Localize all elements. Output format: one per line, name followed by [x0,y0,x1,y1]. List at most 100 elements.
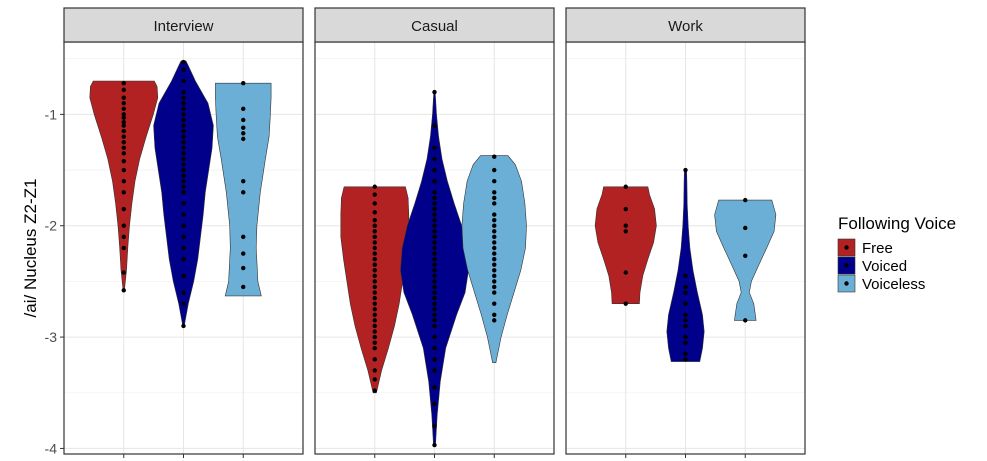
data-point [241,178,246,184]
data-point [432,223,437,228]
data-point [121,112,126,117]
data-point [241,190,246,195]
data-point [372,184,377,189]
data-point [432,156,437,162]
data-point [432,295,437,301]
data-point [372,323,377,329]
data-point [241,284,246,290]
data-point [121,87,126,93]
data-point [492,201,497,206]
data-point [241,81,246,86]
data-point [432,401,437,407]
data-point [623,206,628,212]
data-point [492,229,497,234]
data-point [372,192,377,197]
data-point [121,123,126,128]
data-point [121,134,126,139]
data-point [432,206,437,212]
data-point [241,106,246,112]
data-point [372,312,377,318]
facet-strip [314,7,555,43]
data-point [372,279,377,284]
data-point [492,217,497,223]
legend-key-point [844,245,849,250]
data-point [121,119,126,125]
data-point [372,245,377,251]
legend-label-free: Free [862,240,893,257]
data-point [432,273,437,279]
data-point [181,323,186,329]
data-point [683,351,688,356]
data-point [121,158,126,164]
data-point [432,240,437,245]
data-point [683,284,688,290]
legend-key-point [844,263,849,268]
data-point [432,279,437,284]
data-point [181,106,186,112]
data-point [623,270,628,275]
data-point [121,178,126,184]
data-point [181,123,186,128]
data-point [372,273,377,279]
data-point [492,273,497,279]
data-point [181,67,186,73]
data-point [372,307,377,312]
data-point [372,234,377,240]
data-point [241,131,246,136]
data-point [683,340,688,345]
data-point [241,234,246,240]
data-point [181,112,186,117]
data-point [623,301,628,306]
data-point [121,245,126,251]
data-point [372,368,377,373]
data-point [181,234,186,240]
data-point [241,125,246,130]
data-point [432,284,437,290]
legend-key-point [844,281,849,286]
data-point [372,295,377,301]
data-point [432,423,437,429]
data-point [372,251,377,256]
data-point [121,95,126,100]
y-tick-label: -4 [45,440,58,456]
data-point [372,357,377,362]
data-point [683,273,688,279]
data-point [241,136,246,142]
data-point [432,195,437,201]
data-point [683,312,688,318]
data-point [372,334,377,340]
data-point [432,251,437,256]
data-point [432,217,437,223]
violin-voiceless [714,199,777,321]
data-point [181,95,186,100]
data-point [432,384,437,390]
violin-free [89,80,159,291]
data-point [121,151,126,156]
data-point [683,167,688,173]
data-point [121,81,126,86]
data-point [181,184,186,189]
data-point [432,201,437,206]
data-point [121,140,126,145]
legend-label-voiceless: Voiceless [862,276,925,293]
data-point [181,167,186,173]
data-point [121,101,126,106]
data-point [372,290,377,295]
facet-strip [63,7,304,43]
data-point [181,128,186,134]
data-point [121,288,126,293]
violin-free [594,186,657,304]
data-point [181,134,186,139]
data-point [121,167,126,173]
data-point [372,229,377,234]
violin-free [340,186,410,394]
data-point [492,290,497,295]
data-point [492,251,497,256]
data-point [683,318,688,323]
facet-title-interview: Interview [153,18,213,35]
data-point [432,312,437,318]
data-point [683,323,688,329]
y-tick-label: -3 [45,329,58,345]
data-point [372,223,377,228]
data-point [181,151,186,156]
